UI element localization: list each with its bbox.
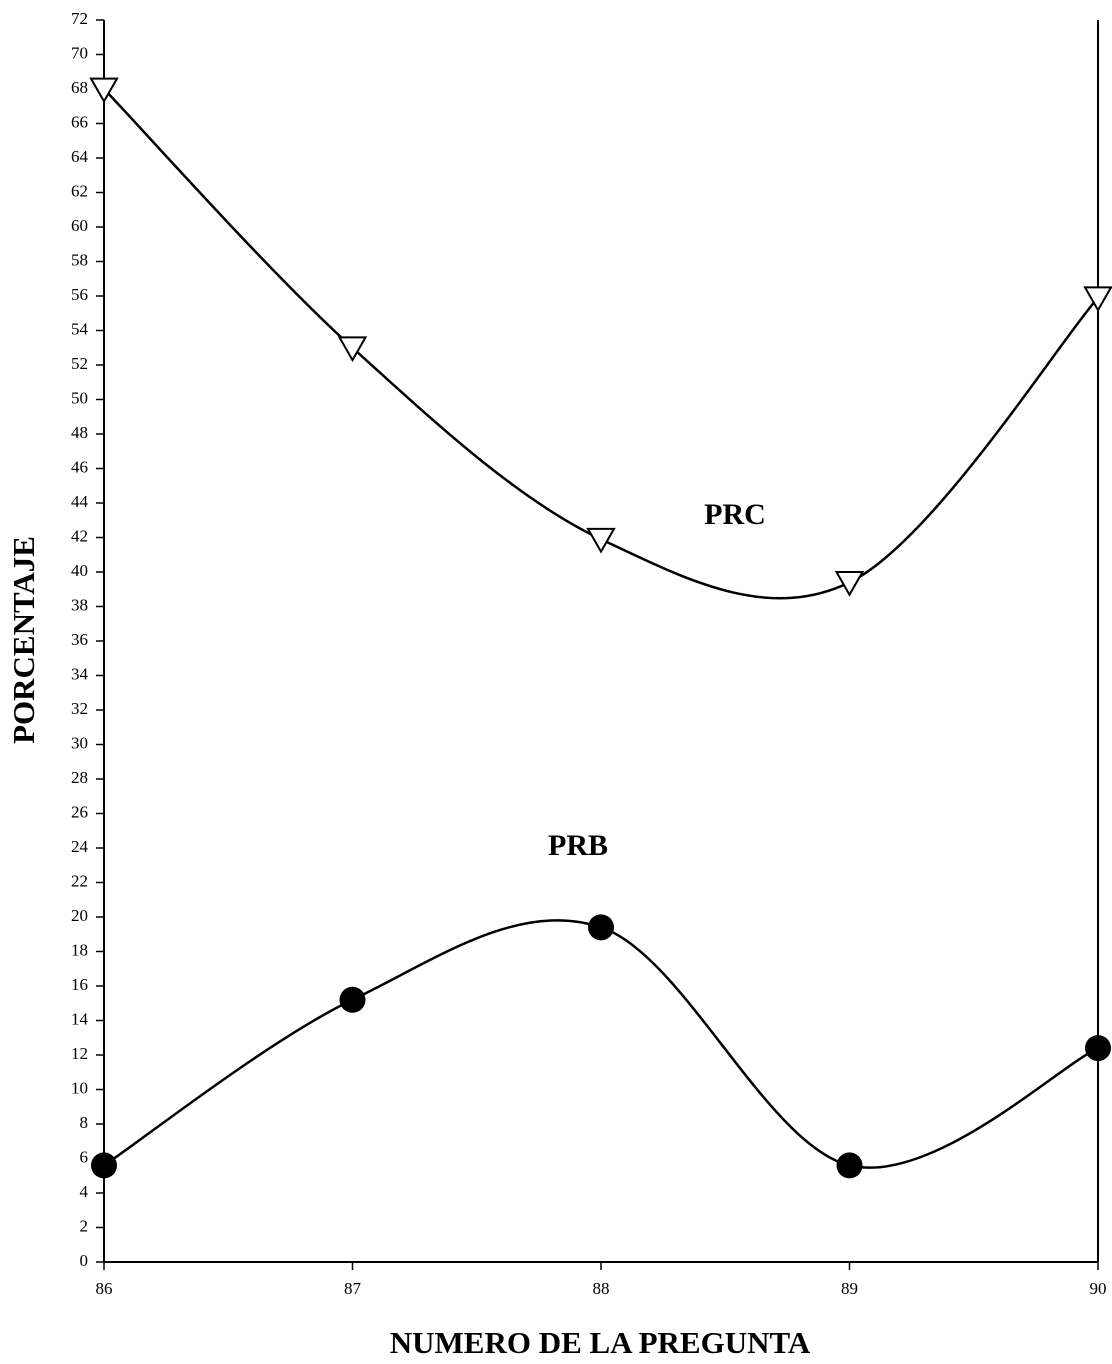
y-tick-label: 52 xyxy=(71,354,88,373)
x-tick-label: 87 xyxy=(344,1279,362,1298)
y-tick-label: 56 xyxy=(71,285,88,304)
y-tick-label: 46 xyxy=(71,457,88,476)
x-tick-label: 88 xyxy=(593,1279,610,1298)
y-tick-label: 44 xyxy=(71,492,89,511)
y-tick-label: 40 xyxy=(71,561,88,580)
x-tick-label: 90 xyxy=(1090,1279,1107,1298)
marker xyxy=(588,914,614,941)
y-tick-label: 12 xyxy=(71,1044,88,1063)
x-tick-label: 89 xyxy=(841,1279,858,1298)
y-tick-label: 14 xyxy=(71,1009,89,1028)
y-axis-title: PORCENTAJE xyxy=(6,536,41,744)
y-tick-label: 64 xyxy=(71,147,89,166)
y-tick-label: 50 xyxy=(71,388,88,407)
y-tick-label: 36 xyxy=(71,630,88,649)
y-tick-label: 0 xyxy=(80,1251,89,1270)
marker xyxy=(89,77,119,104)
y-tick-label: 28 xyxy=(71,768,88,787)
y-tick-label: 20 xyxy=(71,906,88,925)
y-tick-label: 58 xyxy=(71,250,88,269)
y-tick-label: 34 xyxy=(71,664,89,683)
x-axis-title: NUMERO DE LA PREGUNTA xyxy=(390,1325,811,1360)
y-tick-label: 72 xyxy=(71,9,88,28)
y-tick-label: 66 xyxy=(71,112,88,131)
x-tick-label: 86 xyxy=(96,1279,113,1298)
y-tick-label: 10 xyxy=(71,1078,88,1097)
y-tick-label: 26 xyxy=(71,802,88,821)
y-tick-label: 2 xyxy=(80,1216,89,1235)
series-line xyxy=(103,88,1099,600)
marker xyxy=(339,986,366,1013)
y-tick-label: 42 xyxy=(71,526,88,545)
series-label: PRC xyxy=(704,498,766,531)
y-tick-label: 60 xyxy=(71,216,88,235)
marker xyxy=(586,527,616,554)
y-tick-label: 4 xyxy=(80,1182,89,1201)
series-line xyxy=(103,919,1099,1169)
marker xyxy=(1083,286,1112,313)
y-tick-label: 22 xyxy=(71,871,88,890)
series-label: PRB xyxy=(548,829,608,862)
y-tick-label: 38 xyxy=(71,595,88,614)
y-tick-label: 18 xyxy=(71,940,88,959)
marker xyxy=(834,570,865,597)
y-tick-label: 8 xyxy=(80,1113,89,1132)
y-tick-label: 70 xyxy=(71,43,88,62)
y-tick-label: 30 xyxy=(71,733,88,752)
y-tick-label: 6 xyxy=(80,1147,89,1166)
marker xyxy=(337,336,368,363)
marker xyxy=(1085,1035,1111,1062)
y-tick-label: 62 xyxy=(71,181,88,200)
marker xyxy=(91,1152,117,1179)
y-tick-label: 16 xyxy=(71,975,88,994)
y-tick-label: 32 xyxy=(71,699,88,718)
y-tick-label: 54 xyxy=(71,319,89,338)
marker xyxy=(836,1152,863,1179)
y-tick-label: 68 xyxy=(71,78,88,97)
y-tick-label: 24 xyxy=(71,837,89,856)
y-tick-label: 48 xyxy=(71,423,88,442)
